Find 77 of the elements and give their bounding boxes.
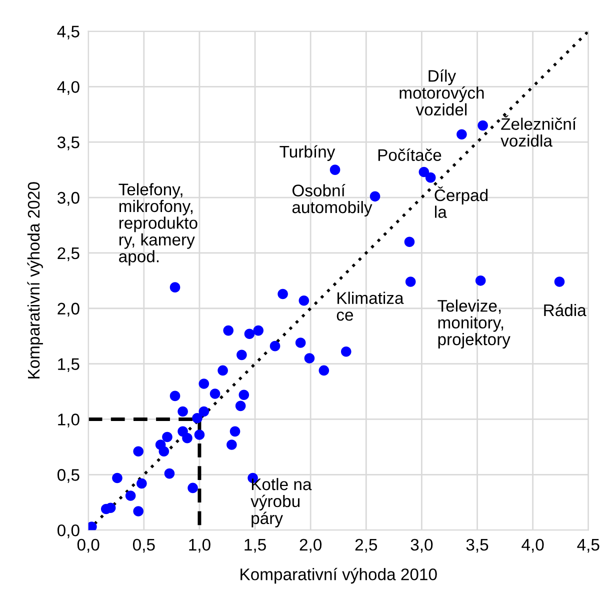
point: [295, 338, 306, 348]
annotation: Turbíny: [280, 145, 336, 161]
x-axis-title: Komparativní výhoda 2010: [240, 568, 437, 584]
point: [238, 390, 250, 400]
point: [194, 430, 205, 440]
point: [230, 426, 240, 437]
y-tick-label: 3,5: [57, 136, 80, 150]
point: [318, 365, 330, 376]
y-tick-label: 2,0: [58, 302, 80, 317]
point: [136, 478, 147, 489]
x-tick-label: 1,0: [189, 538, 210, 553]
y-tick-label: 4,5: [57, 26, 80, 40]
point: [478, 120, 488, 131]
point: [278, 288, 288, 300]
point: [405, 276, 416, 287]
point: [554, 276, 565, 287]
point: [192, 412, 202, 424]
point: [304, 353, 315, 364]
y-axis-title: Komparativní výhoda 2020: [27, 182, 43, 378]
x-tick-label: 3,5: [466, 538, 488, 553]
x-tick-label: 0,0: [77, 538, 100, 553]
point: [236, 350, 247, 360]
point: [298, 295, 310, 306]
point: [418, 166, 430, 178]
point: [170, 390, 180, 402]
x-tick-label: 1,5: [244, 539, 266, 553]
x-tick-label: 0,5: [132, 538, 155, 553]
y-tick-label: 4,0: [57, 81, 80, 95]
x-tick-label: 4,5: [577, 539, 600, 553]
x-tick-label: 2,0: [300, 538, 322, 553]
annotation: Kotle na výrobu páry: [250, 478, 312, 528]
point: [198, 378, 210, 389]
point: [162, 432, 172, 442]
annotation: Televize, monitory, projektory: [438, 300, 510, 349]
point: [425, 172, 436, 183]
point: [164, 468, 175, 479]
y-tick-label: 0,0: [58, 524, 80, 538]
point: [158, 446, 170, 457]
point: [226, 440, 237, 450]
annotation: Železniční vozidla: [500, 115, 576, 147]
x-tick-label: 3,0: [410, 538, 433, 553]
point: [235, 400, 246, 412]
point: [404, 236, 415, 248]
point: [112, 472, 122, 484]
y-tick-label: 1,5: [58, 358, 80, 372]
x-tick-label: 2,5: [355, 538, 378, 553]
annotation: Telefony, mikrofony, reprodukto ry, kamery apod.: [118, 183, 198, 266]
annotation: Osobní automobily: [292, 184, 372, 217]
annotation: Počítače: [378, 148, 442, 161]
point: [244, 328, 255, 340]
y-tick-label: 1,0: [58, 414, 80, 428]
point: [210, 388, 220, 399]
point: [178, 406, 188, 417]
y-tick-label: 3,0: [57, 192, 80, 206]
point: [340, 346, 352, 357]
point: [253, 325, 264, 336]
y-tick-label: 0,5: [58, 469, 80, 483]
point: [198, 406, 210, 417]
annotation: Čerpad la: [434, 186, 488, 218]
point: [223, 325, 234, 336]
point: [170, 282, 180, 292]
point: [133, 506, 144, 516]
point: [182, 432, 192, 444]
annotation: Rádia: [544, 304, 586, 316]
point: [475, 276, 486, 286]
y-tick-label: 2,5: [58, 247, 80, 262]
x-tick-label: 4,0: [522, 538, 544, 553]
point: [218, 365, 228, 376]
point: [270, 340, 280, 352]
annotation: Díly motorových vozidel: [400, 69, 484, 116]
point: [125, 490, 136, 501]
point: [370, 191, 380, 202]
point: [133, 446, 144, 457]
point: [188, 482, 198, 494]
point: [456, 129, 467, 140]
point: [330, 164, 340, 175]
annotation: Klimatiza ce: [336, 292, 404, 321]
